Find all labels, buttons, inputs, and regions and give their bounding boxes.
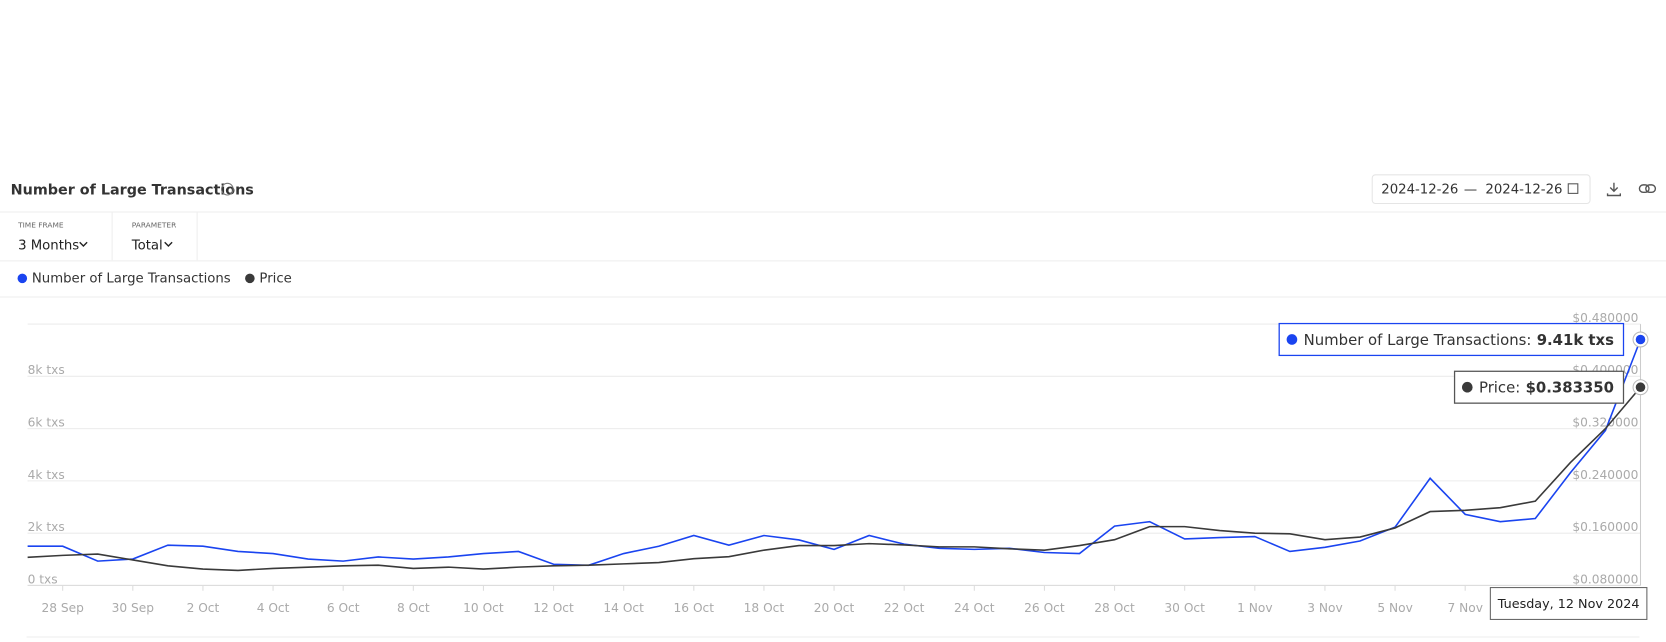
control-label: TIME FRAME <box>17 220 64 229</box>
tooltip-value: 9.41k txs <box>1537 331 1614 349</box>
x-tick-label: 12 Oct <box>533 601 574 615</box>
y2-tick-label: $0.160000 <box>1572 520 1638 534</box>
legend-label: Number of Large Transactions <box>32 272 231 287</box>
x-tick-label: 16 Oct <box>674 601 715 615</box>
x-tick-label: 30 Sep <box>112 601 155 615</box>
x-tick-label: 6 Oct <box>327 601 360 615</box>
legend-label: Price <box>259 272 291 287</box>
tooltip: Price: $0.383350 <box>1453 370 1625 404</box>
tooltip-dot <box>1462 381 1473 393</box>
y2-tick-label: $0.320000 <box>1572 415 1638 429</box>
x-tick-label: 24 Oct <box>954 601 995 615</box>
chevron <box>164 241 173 247</box>
date-sep: — <box>1464 182 1477 197</box>
x-tick-label: 30 Oct <box>1164 601 1205 615</box>
tooltip-label: Price: <box>1479 379 1520 397</box>
title: Number of Large Transactions <box>11 182 254 198</box>
control-value[interactable]: Total <box>131 239 163 254</box>
control-value[interactable]: 3 Months <box>18 239 79 254</box>
date-from: 2024-12-26 <box>1381 182 1458 197</box>
x-tick-label: 7 Nov <box>1447 601 1482 615</box>
y2-tick-label: $0.080000 <box>1572 572 1638 586</box>
date-to: 2024-12-26 <box>1485 182 1562 197</box>
legend-marker <box>17 273 28 284</box>
x-tick-label: 28 Oct <box>1094 601 1135 615</box>
x-tick-label: 10 Oct <box>463 601 504 615</box>
x-tick-label: 20 Oct <box>814 601 855 615</box>
download-icon[interactable] <box>1606 182 1622 197</box>
chevron <box>79 241 88 247</box>
calendar-icon <box>1567 183 1579 194</box>
x-tick-label: 2 Oct <box>187 601 220 615</box>
x-tick-label: 4 Oct <box>257 601 290 615</box>
tooltip-value: $0.383350 <box>1526 379 1614 397</box>
control-label: PARAMETER <box>132 220 176 229</box>
series-line <box>27 339 1642 567</box>
link-icon[interactable] <box>1638 184 1650 194</box>
x-tick-label: 28 Sep <box>41 601 84 615</box>
y-tick-label: 2k txs <box>28 520 65 534</box>
date-tooltip-text: Tuesday, 12 Nov 2024 <box>1497 597 1640 612</box>
y2-tick-label: $0.240000 <box>1572 468 1638 482</box>
x-tick-label: 5 Nov <box>1377 601 1412 615</box>
date-tooltip: Tuesday, 12 Nov 2024 <box>1489 587 1648 620</box>
hover-point <box>1635 334 1646 345</box>
x-tick-label: 3 Nov <box>1307 601 1342 615</box>
date-tooltip-box <box>1489 587 1648 620</box>
tooltip-box <box>1453 370 1625 404</box>
y-tick-label: 6k txs <box>28 415 65 429</box>
help-icon[interactable] <box>221 182 234 196</box>
series-line <box>27 386 1642 572</box>
x-tick-label: 1 Nov <box>1237 601 1272 615</box>
y2-tick-label: $0.480000 <box>1572 311 1638 325</box>
tooltip: Number of Large Transactions: 9.41k txs <box>1278 322 1625 357</box>
y-tick-label: 8k txs <box>28 363 65 377</box>
y-tick-label: 0 txs <box>28 572 58 586</box>
x-tick-label: 18 Oct <box>744 601 785 615</box>
x-tick-label: 22 Oct <box>884 601 925 615</box>
tooltip-dot <box>1286 334 1298 345</box>
x-tick-label: 8 Oct <box>397 601 430 615</box>
hover-point <box>1635 382 1646 392</box>
tooltip-label: Number of Large Transactions: <box>1304 331 1532 349</box>
legend-marker <box>245 273 255 284</box>
link-icon[interactable] <box>1645 184 1657 194</box>
tooltip-box <box>1278 322 1625 357</box>
x-tick-label: 14 Oct <box>603 601 644 615</box>
y-tick-label: 4k txs <box>28 468 65 482</box>
x-tick-label: 26 Oct <box>1024 601 1065 615</box>
date-picker[interactable] <box>1371 174 1591 204</box>
